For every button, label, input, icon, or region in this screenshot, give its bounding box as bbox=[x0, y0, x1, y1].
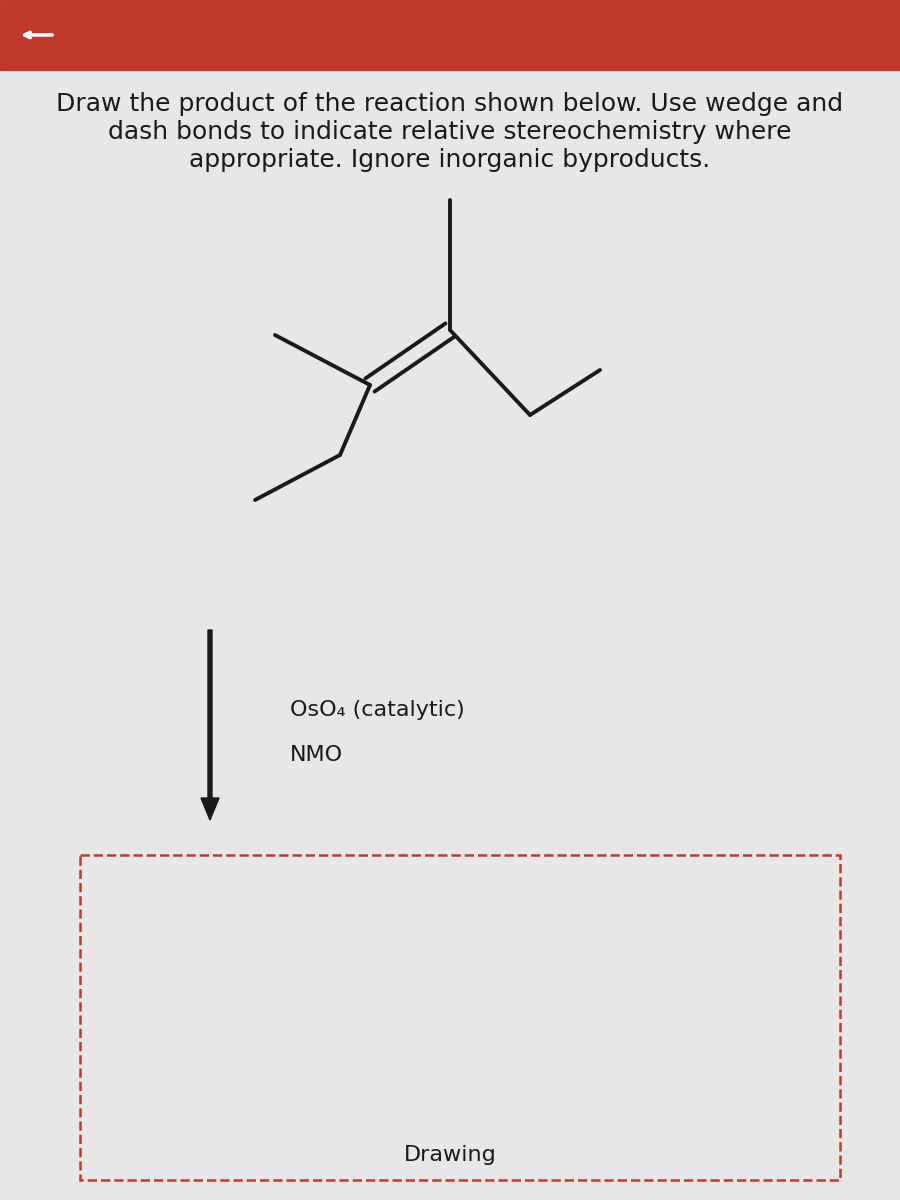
Bar bbox=[0, 0, 900, 70]
Bar bbox=[80, 854, 840, 1180]
Text: Drawing: Drawing bbox=[403, 1145, 497, 1165]
Text: NMO: NMO bbox=[290, 745, 343, 766]
Text: Draw the product of the reaction shown below. Use wedge and
dash bonds to indica: Draw the product of the reaction shown b… bbox=[57, 92, 843, 172]
Text: OsO₄ (catalytic): OsO₄ (catalytic) bbox=[290, 700, 464, 720]
FancyArrow shape bbox=[201, 630, 219, 820]
